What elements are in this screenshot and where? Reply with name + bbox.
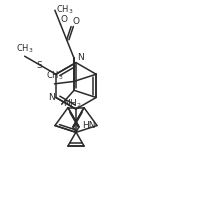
Text: NH$_2$: NH$_2$ (63, 98, 81, 110)
Text: CH$_3$: CH$_3$ (16, 43, 33, 55)
Text: CH$_3$: CH$_3$ (56, 4, 73, 16)
Text: HN: HN (82, 121, 95, 130)
Text: O: O (61, 15, 68, 24)
Text: S: S (36, 61, 42, 70)
Text: CH$_3$: CH$_3$ (46, 70, 64, 82)
Text: N: N (77, 53, 83, 62)
Text: N: N (48, 93, 55, 102)
Text: O: O (72, 17, 79, 26)
